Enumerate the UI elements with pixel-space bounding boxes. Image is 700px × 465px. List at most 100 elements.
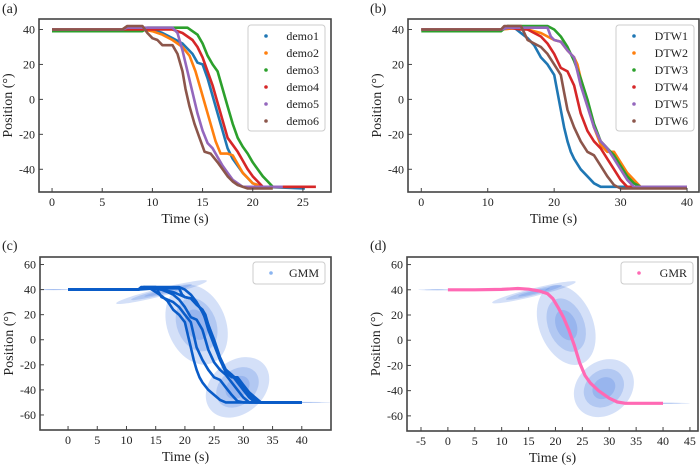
series-line-DTW6 [421, 24, 687, 190]
x-tick-label: 40 [657, 434, 669, 448]
panel-label: (a) [2, 2, 18, 17]
plot-area [418, 281, 690, 418]
series-line-DTW3 [421, 24, 687, 189]
series-line-DTW6 [68, 285, 302, 404]
gmm-ellipse [418, 289, 456, 291]
x-axis-label: Time (s) [530, 212, 578, 227]
legend-label: DTW6 [655, 114, 688, 128]
y-tick-label: 0 [30, 333, 36, 347]
y-tick-label: 0 [398, 92, 404, 106]
x-tick-label: 0 [445, 434, 451, 448]
gmm-ellipse [492, 281, 576, 304]
y-tick-label: -20 [388, 127, 404, 141]
gmm-ellipse [40, 289, 68, 291]
x-tick-label: 45 [684, 434, 696, 448]
legend-marker [632, 51, 636, 55]
legend-label: DTW3 [655, 63, 688, 77]
legend-marker [632, 85, 636, 89]
gmm-ellipse [165, 284, 228, 365]
y-tick-label: -20 [20, 358, 36, 372]
y-axis-label: Position (°) [370, 73, 385, 138]
x-tick-label: 35 [267, 433, 279, 447]
legend-label: GMM [289, 266, 319, 280]
x-tick-label: 0 [49, 195, 55, 209]
y-tick-label: -40 [387, 384, 403, 398]
x-tick-label: 10 [120, 433, 132, 447]
gmm-ellipse [583, 368, 624, 408]
legend-marker [264, 85, 268, 89]
x-tick-label: 20 [548, 195, 560, 209]
y-tick-label: 40 [391, 283, 403, 297]
y-axis-label: Position (°) [2, 311, 17, 376]
panel-c: (c) 0 5 10 15 20 25 30 35 40 60 40 20 0 -20 -40 -60 Time … [2, 239, 332, 465]
legend-label: DTW5 [655, 97, 688, 111]
series-line-demo6 [52, 24, 273, 190]
legend-label: DTW1 [655, 29, 688, 43]
y-tick-label: -60 [20, 408, 36, 422]
plot-area [421, 24, 687, 190]
x-tick-label: 25 [297, 195, 309, 209]
y-tick-label: -40 [388, 162, 404, 176]
y-axis-label: Position (°) [369, 312, 384, 377]
gmm-ellipse [116, 280, 207, 305]
legend-label: demo4 [286, 80, 319, 94]
legend: GMR [620, 261, 694, 285]
legend-label: demo3 [286, 63, 319, 77]
y-tick-label: 40 [392, 22, 404, 36]
series-line-DTW5 [421, 26, 687, 189]
y-tick-label: -40 [20, 383, 36, 397]
legend-marker [264, 102, 268, 106]
legend-label: GMR [660, 266, 687, 280]
x-tick-label: 5 [94, 433, 100, 447]
panel-label: (c) [2, 239, 18, 254]
x-tick-label: 30 [237, 433, 249, 447]
series-line-DTW4 [421, 26, 687, 189]
x-tick-label: 10 [146, 195, 158, 209]
x-tick-label: 0 [65, 433, 71, 447]
x-tick-label: 30 [603, 434, 615, 448]
x-tick-label: 40 [296, 433, 308, 447]
x-tick-label: 10 [496, 434, 508, 448]
legend-marker [632, 34, 636, 38]
y-tick-label: 0 [397, 333, 403, 347]
y-tick-label: 60 [24, 258, 36, 272]
y-tick-label: 20 [24, 308, 36, 322]
x-tick-label: 25 [208, 433, 220, 447]
panel-label: (b) [370, 2, 387, 17]
legend-marker [269, 271, 273, 275]
legend-marker [632, 102, 636, 106]
x-tick-label: 15 [150, 433, 162, 447]
panel-d: (d) -5 0 5 10 15 20 25 30 35 40 45 60 40 20 0 -20 -40 -60 T… [369, 239, 699, 465]
x-tick-label: 35 [630, 434, 642, 448]
panel-b: (b) 0 10 20 30 40 40 20 0 -20 -40 Time (s) Position … [370, 2, 700, 227]
legend-box [620, 261, 694, 285]
y-tick-label: 20 [392, 57, 404, 71]
series-line-demo2 [52, 28, 293, 189]
x-tick-label: -5 [416, 434, 426, 448]
x-tick-label: 25 [576, 434, 588, 448]
series-line-GMR [447, 286, 663, 405]
gmm-ellipse [144, 287, 179, 297]
y-tick-label: 40 [23, 22, 35, 36]
y-tick-label: 20 [391, 308, 403, 322]
legend-marker [264, 119, 268, 123]
plot-area [40, 280, 331, 418]
legend-marker [637, 271, 641, 275]
x-tick-label: 10 [482, 195, 494, 209]
y-tick-label: -20 [387, 358, 403, 372]
x-axis-label: Time (s) [162, 450, 210, 465]
legend-marker [264, 51, 268, 55]
x-tick-label: 5 [99, 195, 105, 209]
axes-frame [38, 18, 332, 193]
x-tick-label: 20 [549, 434, 561, 448]
legend-box [252, 261, 326, 285]
legend-marker [632, 119, 636, 123]
legend-marker [264, 68, 268, 72]
legend: DTW1 DTW2 DTW3 DTW4 DTW5 DTW6 [615, 24, 695, 132]
x-axis-label: Time (s) [161, 212, 209, 227]
panel-a: (a) 0 5 10 15 20 25 40 20 0 -20 -40 Time (s) Position… [1, 2, 332, 227]
x-tick-label: 40 [681, 195, 693, 209]
x-tick-label: 0 [418, 195, 424, 209]
y-tick-label: 60 [391, 258, 403, 272]
legend-label: DTW4 [655, 80, 688, 94]
